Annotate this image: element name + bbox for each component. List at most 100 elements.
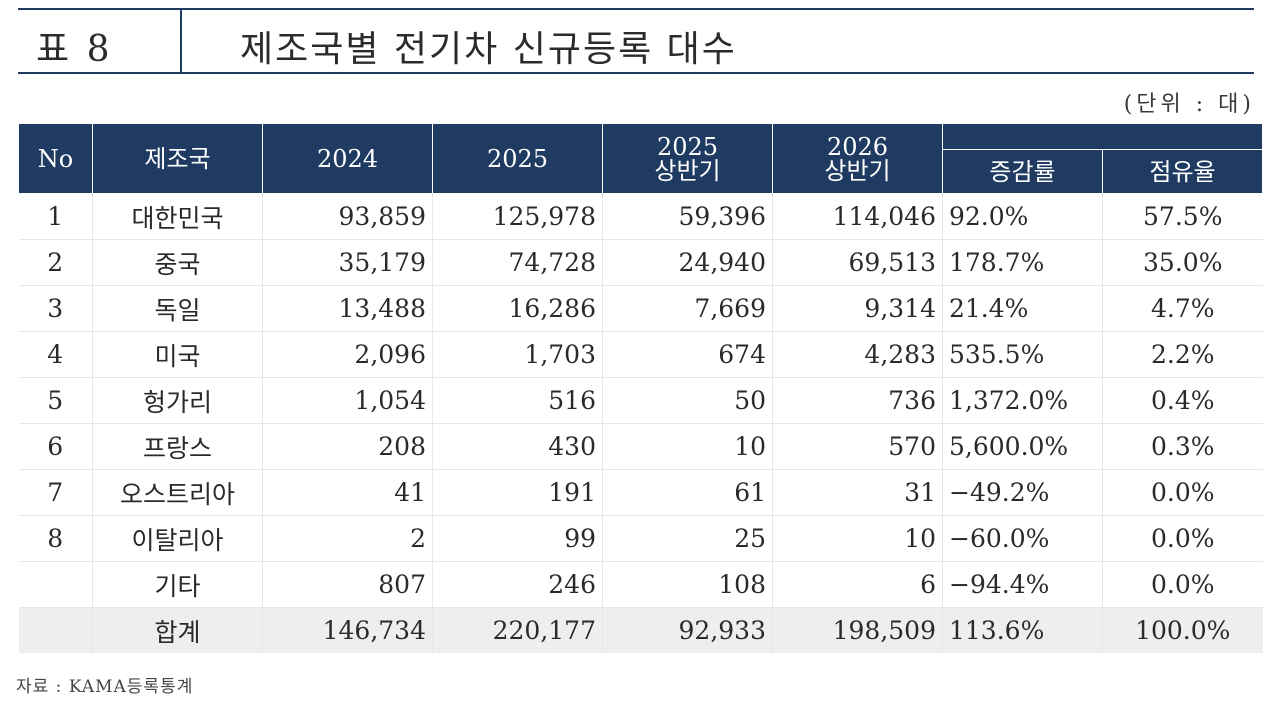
cell-country: 헝가리 [92, 377, 263, 424]
cell-2025: 125,978 [432, 193, 603, 240]
cell-no: 6 [18, 423, 93, 470]
cell-no [18, 607, 93, 653]
header-2024: 2024 [262, 123, 433, 194]
cell-2026-h1: 114,046 [772, 193, 943, 240]
header-2025-h1-period: 상반기 [654, 156, 721, 185]
cell-country: 독일 [92, 285, 263, 332]
cell-2024: 208 [262, 423, 433, 470]
table-row: 기타 807 246 108 6 −94.4% 0.0% [18, 561, 1263, 608]
cell-country: 기타 [92, 561, 263, 608]
cell-growth: −60.0% [942, 515, 1103, 562]
cell-2025-h1: 92,933 [602, 607, 773, 653]
cell-2026-h1: 736 [772, 377, 943, 424]
cell-2026-h1: 10 [772, 515, 943, 562]
cell-2026-h1: 9,314 [772, 285, 943, 332]
table-row: 5 헝가리 1,054 516 50 736 1,372.0% 0.4% [18, 377, 1263, 424]
cell-2025: 191 [432, 469, 603, 516]
header-2026-h1-year: 2026 [826, 132, 889, 161]
header-maker: 제조국 [92, 123, 263, 194]
cell-no: 5 [18, 377, 93, 424]
table-number: 표 8 [36, 29, 113, 70]
cell-2024: 807 [262, 561, 433, 608]
cell-share: 0.0% [1102, 515, 1263, 562]
cell-2025: 430 [432, 423, 603, 470]
source-note: 자료 : KAMA등록통계 [16, 677, 194, 697]
cell-country: 합계 [92, 607, 263, 653]
header-2025-h1-year: 2025 [656, 132, 719, 161]
cell-share: 4.7% [1102, 285, 1263, 332]
table-row: 7 오스트리아 41 191 61 31 −49.2% 0.0% [18, 469, 1263, 516]
header-no: No [18, 123, 93, 194]
cell-no: 3 [18, 285, 93, 332]
cell-no: 4 [18, 331, 93, 378]
cell-country: 중국 [92, 239, 263, 286]
cell-growth: −94.4% [942, 561, 1103, 608]
cell-2024: 146,734 [262, 607, 433, 653]
cell-2025-h1: 50 [602, 377, 773, 424]
cell-no [18, 561, 93, 608]
table-title: 제조국별 전기차 신규등록 대수 [240, 29, 737, 70]
table-row: 6 프랑스 208 430 10 570 5,600.0% 0.3% [18, 423, 1263, 470]
cell-2025: 516 [432, 377, 603, 424]
header-group-blank [942, 123, 1263, 150]
cell-share: 35.0% [1102, 239, 1263, 286]
cell-2025: 1,703 [432, 331, 603, 378]
cell-share: 0.3% [1102, 423, 1263, 470]
cell-2025-h1: 59,396 [602, 193, 773, 240]
cell-country: 오스트리아 [92, 469, 263, 516]
header-2025: 2025 [432, 123, 603, 194]
cell-2024: 2,096 [262, 331, 433, 378]
cell-growth: 5,600.0% [942, 423, 1103, 470]
cell-2026-h1: 69,513 [772, 239, 943, 286]
header-share: 점유율 [1102, 149, 1263, 194]
cell-2026-h1: 570 [772, 423, 943, 470]
cell-no: 7 [18, 469, 93, 516]
cell-share: 0.4% [1102, 377, 1263, 424]
cell-2024: 93,859 [262, 193, 433, 240]
cell-2025-h1: 10 [602, 423, 773, 470]
cell-2025-h1: 24,940 [602, 239, 773, 286]
cell-2024: 1,054 [262, 377, 433, 424]
cell-2025: 74,728 [432, 239, 603, 286]
cell-2025-h1: 61 [602, 469, 773, 516]
cell-2024: 13,488 [262, 285, 433, 332]
cell-growth: 113.6% [942, 607, 1103, 653]
cell-2024: 41 [262, 469, 433, 516]
header-2025-h1: 2025 상반기 [602, 123, 773, 194]
table-row: 3 독일 13,488 16,286 7,669 9,314 21.4% 4.7% [18, 285, 1263, 332]
cell-share: 0.0% [1102, 469, 1263, 516]
table-row: 2 중국 35,179 74,728 24,940 69,513 178.7% 35.0% [18, 239, 1263, 286]
cell-2025: 99 [432, 515, 603, 562]
cell-2024: 35,179 [262, 239, 433, 286]
cell-2025: 16,286 [432, 285, 603, 332]
unit-label: (단위 : 대) [1123, 92, 1255, 117]
cell-2026-h1: 4,283 [772, 331, 943, 378]
table-body: 1 대한민국 93,859 125,978 59,396 114,046 92.0% 57.5… [18, 193, 1263, 653]
cell-growth: 21.4% [942, 285, 1103, 332]
cell-2025: 220,177 [432, 607, 603, 653]
cell-country: 프랑스 [92, 423, 263, 470]
cell-no: 2 [18, 239, 93, 286]
cell-share: 100.0% [1102, 607, 1263, 653]
cell-2025-h1: 25 [602, 515, 773, 562]
table-row: 8 이탈리아 2 99 25 10 −60.0% 0.0% [18, 515, 1263, 562]
cell-country: 미국 [92, 331, 263, 378]
cell-2024: 2 [262, 515, 433, 562]
cell-growth: 535.5% [942, 331, 1103, 378]
cell-2025-h1: 674 [602, 331, 773, 378]
table-title-bar: 표 8 제조국별 전기차 신규등록 대수 [18, 8, 1254, 74]
cell-growth: −49.2% [942, 469, 1103, 516]
cell-2025-h1: 7,669 [602, 285, 773, 332]
cell-no: 8 [18, 515, 93, 562]
table-row: 4 미국 2,096 1,703 674 4,283 535.5% 2.2% [18, 331, 1263, 378]
cell-country: 대한민국 [92, 193, 263, 240]
cell-growth: 1,372.0% [942, 377, 1103, 424]
table-row: 1 대한민국 93,859 125,978 59,396 114,046 92.0% 57.5… [18, 193, 1263, 240]
cell-2026-h1: 6 [772, 561, 943, 608]
cell-share: 57.5% [1102, 193, 1263, 240]
registration-table: No 제조국 2024 2025 2025 상반기 2026 상반기 증감률 점… [18, 123, 1263, 653]
cell-growth: 92.0% [942, 193, 1103, 240]
cell-country: 이탈리아 [92, 515, 263, 562]
cell-2026-h1: 31 [772, 469, 943, 516]
header-2026-h1-period: 상반기 [824, 156, 891, 185]
